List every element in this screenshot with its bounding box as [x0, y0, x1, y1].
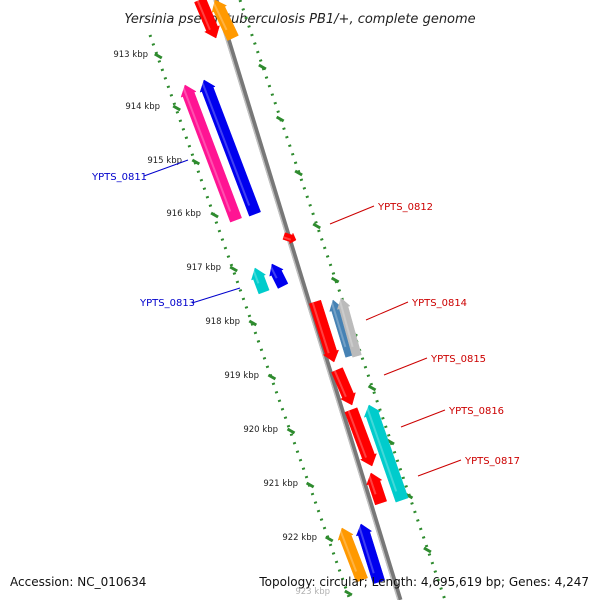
gene-arrow-highlight: [283, 236, 292, 241]
gene-label-ypts-0816[interactable]: YPTS_0816: [448, 406, 504, 417]
gene-leader-line: [417, 459, 462, 477]
gene-leader-line: [400, 409, 446, 428]
major-tick-left: [210, 211, 219, 219]
tick-label: 913 kbp: [113, 50, 148, 60]
gene-arrow: [331, 367, 356, 406]
topology-text: Topology: circular; Length: 4,695,619 bp…: [258, 575, 589, 589]
gene-leader-line: [383, 357, 428, 376]
gene-arrow-highlight: [367, 473, 377, 495]
tick-label: 919 kbp: [224, 371, 259, 381]
tick-label: 916 kbp: [166, 209, 201, 219]
gene-arrow: [269, 263, 289, 289]
major-tick-left: [248, 319, 258, 327]
gene-arrow-highlight: [252, 268, 260, 284]
gene-arrow: [199, 79, 261, 217]
gene-arrow: [194, 0, 220, 39]
gene-arrow: [180, 84, 242, 223]
major-tick-right: [423, 546, 432, 554]
gene-arrow-highlight: [338, 528, 358, 572]
gene-arrow-highlight: [347, 410, 367, 458]
gene-arrow-highlight: [211, 0, 228, 31]
gene-arrow: [211, 0, 239, 41]
major-tick-right: [367, 384, 377, 392]
gene-arrow: [344, 407, 377, 467]
gene-leader-line: [191, 287, 241, 304]
scale-line-left: [148, 34, 352, 600]
major-tick-right: [258, 63, 267, 71]
gene-arrow-highlight: [311, 302, 330, 354]
major-tick-right: [330, 276, 340, 284]
major-tick-left: [172, 104, 181, 112]
major-tick-left: [154, 52, 163, 60]
gene-leader-line: [365, 301, 409, 321]
gene-label-ypts-0813[interactable]: YPTS_0813: [139, 298, 195, 309]
major-tick-left: [191, 158, 201, 166]
gene-label-ypts-0811[interactable]: YPTS_0811: [91, 172, 147, 183]
gene-arrow-highlight: [269, 264, 278, 279]
tick-label: 923 kbp: [295, 587, 330, 597]
tick-layer: 913 kbp 914 kbp 915 kbp 916 kbp 917 kbp 918 k…: [113, 50, 432, 597]
major-tick-left: [286, 427, 296, 435]
gene-arrow: [282, 232, 297, 245]
gene-leader-line: [143, 159, 189, 177]
map-title: Yersinia pseudotuberculosis PB1/+, compl…: [124, 12, 475, 27]
gene-label-layer: YPTS_0811 YPTS_0813 YPTS_0812 YPTS_0814 YPTS…: [91, 159, 520, 477]
gene-label-ypts-0815[interactable]: YPTS_0815: [430, 354, 486, 365]
gene-arrow: [355, 523, 386, 585]
major-tick-left: [344, 589, 353, 597]
tick-label: 917 kbp: [186, 263, 221, 273]
tick-label: 914 kbp: [125, 102, 160, 112]
major-tick-left: [229, 265, 238, 273]
gene-label-ypts-0812[interactable]: YPTS_0812: [377, 202, 433, 213]
gene-arrow-highlight: [333, 370, 347, 398]
gene-label-ypts-0814[interactable]: YPTS_0814: [411, 298, 467, 309]
tick-label: 921 kbp: [263, 479, 298, 489]
gene-arrow-highlight: [200, 80, 251, 206]
gene-arrow: [337, 297, 362, 358]
tick-label: 922 kbp: [282, 533, 317, 543]
major-tick-left: [267, 373, 277, 381]
gene-arrow: [363, 404, 409, 503]
major-tick-right: [294, 169, 303, 177]
gene-arrow-highlight: [365, 405, 398, 492]
gene-arrow-highlight: [181, 85, 232, 212]
gene-arrow: [366, 472, 388, 506]
gene-arrow-highlight: [196, 0, 211, 31]
major-tick-left: [305, 481, 315, 489]
tick-label: 918 kbp: [205, 317, 240, 327]
genome-backbone: [213, 0, 403, 600]
tick-label: 915 kbp: [147, 156, 182, 166]
gene-arrow: [337, 527, 368, 583]
tick-label: 920 kbp: [243, 425, 278, 435]
gene-layer: [180, 0, 409, 585]
major-tick-right: [275, 115, 285, 123]
gene-leader-line: [329, 205, 375, 225]
genome-backbone-highlight: [213, 0, 399, 600]
gene-arrow-highlight: [330, 300, 347, 348]
accession-text: Accession: NC_010634: [10, 575, 146, 589]
gene-arrow-highlight: [338, 298, 354, 348]
gene-label-ypts-0817[interactable]: YPTS_0817: [464, 456, 520, 467]
gene-arrow: [251, 267, 270, 295]
gene-arrow: [308, 299, 340, 363]
gene-arrow-highlight: [357, 524, 375, 574]
major-tick-left: [325, 535, 334, 543]
major-tick-right: [312, 222, 321, 230]
